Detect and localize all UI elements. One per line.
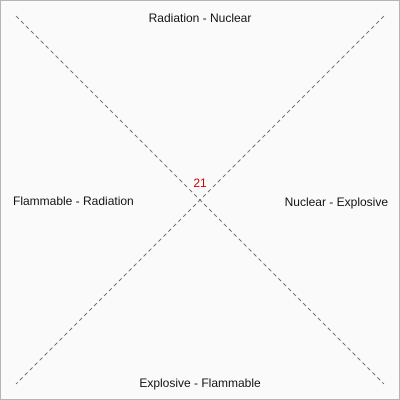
left-label: Flammable - Radiation — [13, 194, 134, 208]
right-label: Nuclear - Explosive — [284, 195, 388, 209]
top-label: Radiation - Nuclear — [148, 11, 252, 25]
center-value: 21 — [193, 176, 207, 190]
bottom-label: Explosive - Flammable — [139, 376, 261, 390]
diagonal-line-ascending — [15, 15, 385, 385]
